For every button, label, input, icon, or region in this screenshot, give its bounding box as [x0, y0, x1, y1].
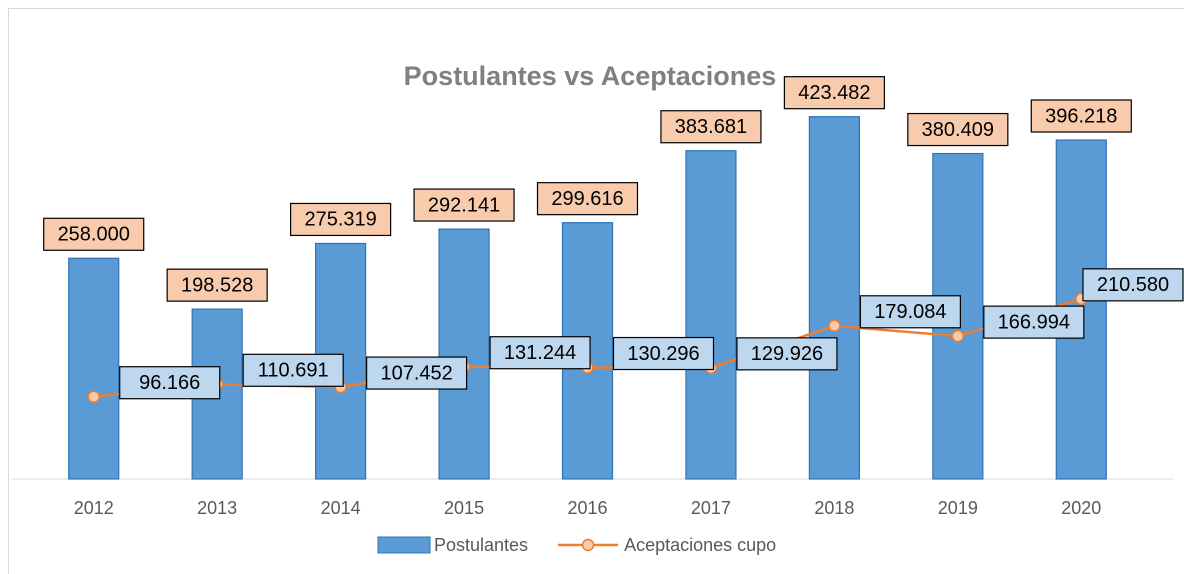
x-tick-label: 2019 [938, 498, 978, 518]
data-label: 198.528 [181, 274, 253, 296]
bar [808, 116, 860, 480]
data-label-box [242, 353, 344, 387]
data-label-box [413, 188, 515, 222]
data-label: 423.482 [798, 82, 870, 104]
data-label-box [859, 295, 961, 329]
data-label: 129.926 [751, 343, 823, 365]
data-label: 380.409 [922, 119, 994, 141]
data-label-box [1082, 268, 1184, 302]
bar [438, 228, 490, 480]
data-label-box [366, 356, 468, 390]
data-label-box [536, 182, 639, 216]
data-label-box [612, 336, 715, 371]
data-label: 275.319 [304, 209, 376, 231]
data-label: 210.580 [1097, 274, 1169, 296]
data-label: 396.218 [1045, 105, 1117, 127]
x-tick-label: 2015 [444, 498, 484, 518]
data-label-box [43, 217, 145, 251]
data-label-box [983, 305, 1085, 339]
legend-marker [581, 538, 595, 552]
data-label: 110.691 [258, 360, 329, 382]
x-tick-label: 2012 [74, 498, 114, 518]
data-label-box [290, 202, 392, 237]
data-label-box [660, 110, 762, 144]
x-tick-label: 2013 [197, 498, 237, 518]
data-label-box [907, 112, 1009, 147]
data-label: 292.141 [428, 194, 500, 216]
data-label: 258.000 [58, 224, 130, 246]
legend-label: Postulantes [434, 535, 528, 555]
data-label: 299.616 [551, 188, 623, 210]
x-tick-label: 2017 [691, 498, 731, 518]
bar [685, 150, 737, 480]
data-label-box [489, 336, 591, 370]
x-tick-label: 2014 [321, 498, 361, 518]
data-label-box [783, 76, 885, 110]
x-tick-label: 2016 [567, 498, 607, 518]
data-label: 179.084 [874, 301, 946, 323]
line-marker [87, 390, 100, 403]
line-marker [828, 319, 841, 333]
legend-label: Aceptaciones cupo [624, 535, 776, 555]
data-label: 383.681 [675, 116, 747, 138]
data-label: 131.244 [504, 342, 576, 364]
data-label-box [166, 268, 268, 302]
legend-swatch [377, 536, 431, 554]
data-label: 96.166 [139, 372, 200, 394]
line-marker [951, 329, 965, 343]
data-label-box [1030, 99, 1132, 133]
data-label: 130.296 [627, 343, 699, 365]
x-tick-label: 2018 [814, 498, 854, 518]
bar [68, 257, 120, 480]
x-tick-label: 2020 [1061, 498, 1101, 518]
data-label-box [119, 366, 221, 400]
data-label: 166.994 [998, 311, 1070, 333]
chart-title: Postulantes vs Aceptaciones [404, 61, 777, 91]
data-label: 107.452 [380, 362, 452, 384]
data-label-box [736, 337, 838, 371]
